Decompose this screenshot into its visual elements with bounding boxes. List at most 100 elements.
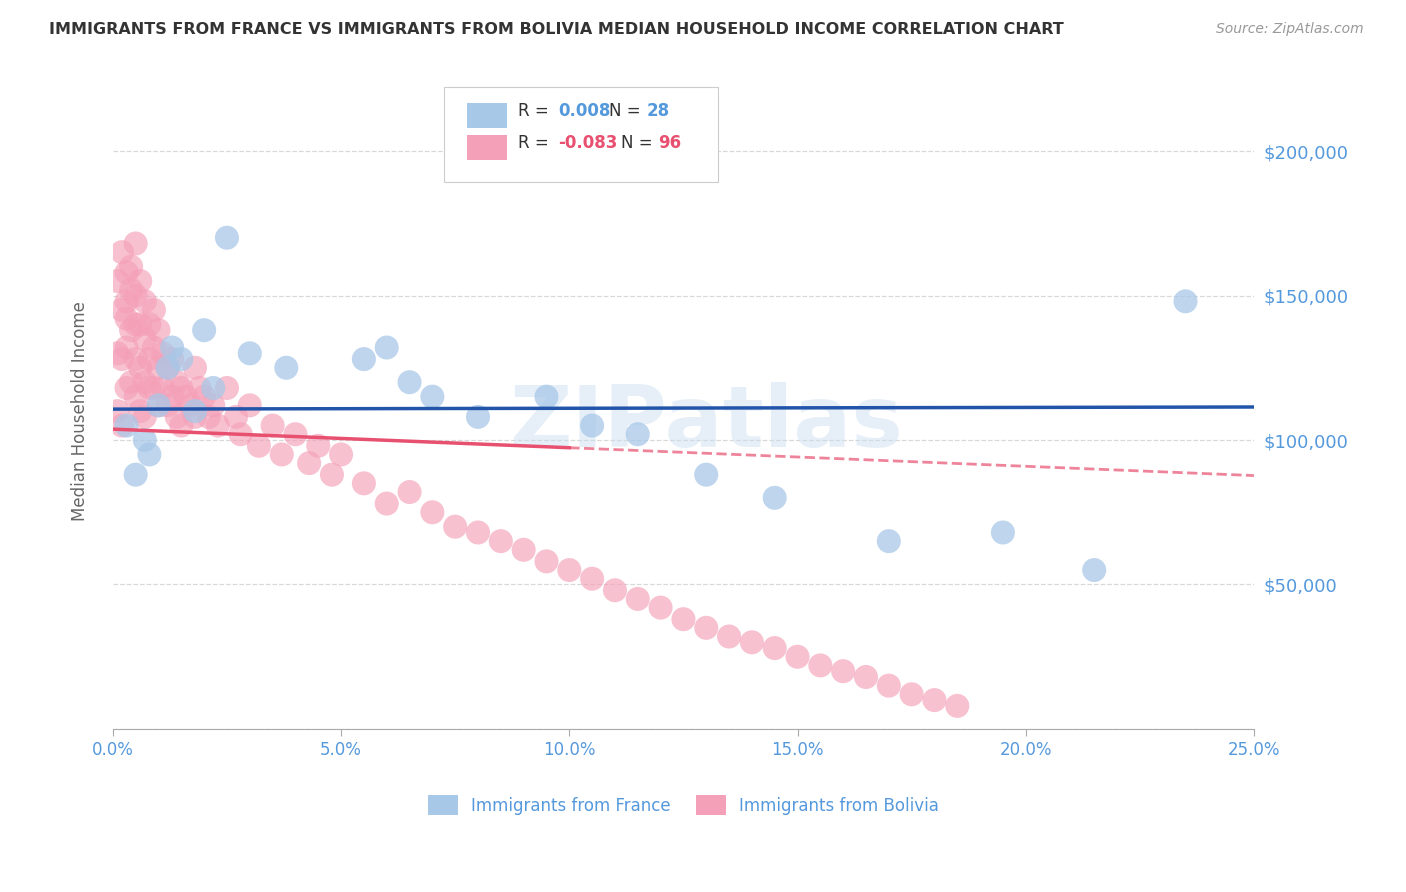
Point [467,525,489,540]
Point [134,433,156,447]
Point [148,398,170,412]
Point [107,346,129,360]
Point [129,318,152,332]
Point [215,381,238,395]
Point [276,360,298,375]
Point [627,591,650,606]
Point [134,332,156,346]
Point [160,341,183,355]
Point [398,375,420,389]
Point [160,352,183,367]
Point [741,635,763,649]
Point [398,485,420,500]
Text: -0.083: -0.083 [558,134,617,152]
Text: N =: N = [620,134,658,152]
FancyBboxPatch shape [444,87,717,182]
Point [536,390,558,404]
Point [422,505,444,519]
Point [188,381,211,395]
Point [877,679,900,693]
Point [1174,294,1197,309]
Point [166,375,188,389]
Point [156,360,179,375]
Point [603,583,626,598]
Point [184,409,207,424]
Point [134,375,156,389]
Point [152,381,174,395]
Point [138,447,160,461]
Y-axis label: Median Household Income: Median Household Income [72,301,89,521]
Point [142,302,165,317]
Text: Source: ZipAtlas.com: Source: ZipAtlas.com [1216,22,1364,37]
Point [124,288,146,302]
Point [160,390,183,404]
Point [832,664,855,678]
Point [247,439,270,453]
Point [718,630,741,644]
Point [353,352,375,367]
Point [148,323,170,337]
Point [375,497,398,511]
Point [138,352,160,367]
Text: R =: R = [517,134,554,152]
Point [695,467,717,482]
Point [124,390,146,404]
Point [536,554,558,568]
Point [581,572,603,586]
Point [262,418,284,433]
Point [215,231,238,245]
Point [207,418,229,433]
Point [142,341,165,355]
Point [695,621,717,635]
Point [924,693,946,707]
Point [321,467,343,482]
Text: IMMIGRANTS FROM FRANCE VS IMMIGRANTS FROM BOLIVIA MEDIAN HOUSEHOLD INCOME CORREL: IMMIGRANTS FROM FRANCE VS IMMIGRANTS FRO… [49,22,1064,37]
Point [330,447,353,461]
Point [1083,563,1105,577]
Point [444,519,467,533]
Point [672,612,695,626]
Text: 0.008: 0.008 [558,102,610,120]
Point [298,456,321,470]
Point [115,265,138,279]
Point [946,698,969,713]
Text: ZIPatlas: ZIPatlas [509,383,903,466]
Point [138,318,160,332]
Point [284,427,307,442]
Point [229,427,252,442]
Point [156,360,179,375]
Point [193,323,215,337]
Point [120,323,142,337]
Point [170,352,193,367]
Point [763,641,786,656]
Point [202,381,225,395]
Legend: Immigrants from France, Immigrants from Bolivia: Immigrants from France, Immigrants from … [415,781,952,829]
Point [202,398,225,412]
Point [129,404,152,418]
Point [786,649,808,664]
Point [152,346,174,360]
Point [808,658,831,673]
Point [156,398,179,412]
Point [270,447,292,461]
Text: 96: 96 [658,134,682,152]
Point [512,542,534,557]
Point [225,409,247,424]
Point [193,390,215,404]
FancyBboxPatch shape [467,135,506,160]
Point [991,525,1014,540]
Point [115,294,138,309]
Point [170,381,193,395]
Point [124,236,146,251]
Point [138,381,160,395]
Point [129,360,152,375]
Point [107,274,129,288]
Point [627,427,650,442]
Point [170,418,193,433]
Point [179,398,201,412]
Point [115,311,138,326]
Point [353,476,375,491]
Point [115,381,138,395]
Point [124,318,146,332]
Point [239,398,262,412]
